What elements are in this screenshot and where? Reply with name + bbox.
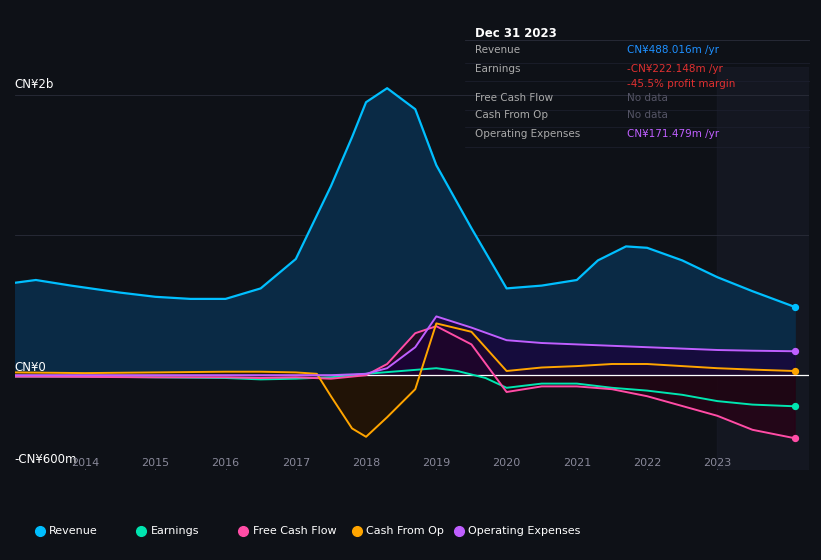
Text: No data: No data bbox=[627, 93, 668, 102]
Text: CN¥0: CN¥0 bbox=[15, 361, 47, 374]
Point bbox=[788, 433, 801, 442]
Text: Earnings: Earnings bbox=[151, 526, 200, 535]
Text: 2018: 2018 bbox=[352, 458, 380, 468]
Text: 2016: 2016 bbox=[212, 458, 240, 468]
Text: 2023: 2023 bbox=[704, 458, 732, 468]
Text: Earnings: Earnings bbox=[475, 64, 521, 74]
Text: 2015: 2015 bbox=[141, 458, 169, 468]
Text: Dec 31 2023: Dec 31 2023 bbox=[475, 27, 557, 40]
Text: Free Cash Flow: Free Cash Flow bbox=[475, 93, 553, 102]
Text: 2020: 2020 bbox=[493, 458, 521, 468]
Point bbox=[788, 347, 801, 356]
Text: -CN¥600m: -CN¥600m bbox=[15, 453, 77, 466]
Text: 2019: 2019 bbox=[422, 458, 451, 468]
Text: Operating Expenses: Operating Expenses bbox=[475, 129, 580, 139]
Text: 2022: 2022 bbox=[633, 458, 661, 468]
Text: CN¥2b: CN¥2b bbox=[15, 78, 54, 91]
Text: 2014: 2014 bbox=[71, 458, 99, 468]
Point bbox=[788, 302, 801, 311]
Bar bbox=[718, 67, 809, 470]
Text: CN¥488.016m /yr: CN¥488.016m /yr bbox=[627, 45, 719, 55]
Text: Free Cash Flow: Free Cash Flow bbox=[253, 526, 337, 535]
Text: Revenue: Revenue bbox=[49, 526, 98, 535]
Text: Revenue: Revenue bbox=[475, 45, 521, 55]
Text: No data: No data bbox=[627, 110, 668, 120]
Text: 2021: 2021 bbox=[562, 458, 591, 468]
Text: Operating Expenses: Operating Expenses bbox=[468, 526, 580, 535]
Text: Cash From Op: Cash From Op bbox=[475, 110, 548, 120]
Point bbox=[788, 367, 801, 376]
Point bbox=[788, 402, 801, 411]
Text: -CN¥222.148m /yr: -CN¥222.148m /yr bbox=[627, 64, 723, 74]
Text: -45.5% profit margin: -45.5% profit margin bbox=[627, 79, 736, 89]
Text: CN¥171.479m /yr: CN¥171.479m /yr bbox=[627, 129, 719, 139]
Text: 2017: 2017 bbox=[282, 458, 310, 468]
Text: Cash From Op: Cash From Op bbox=[366, 526, 444, 535]
